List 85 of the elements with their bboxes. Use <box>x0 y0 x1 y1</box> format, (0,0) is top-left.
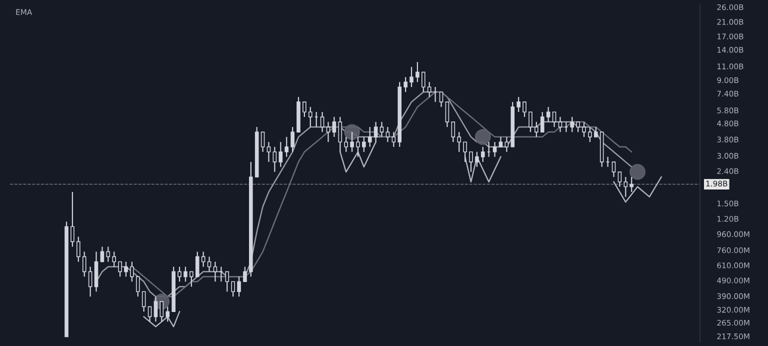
candlestick <box>386 126 390 143</box>
candlestick <box>445 101 450 128</box>
candlestick <box>570 116 574 133</box>
point <box>630 164 646 180</box>
candlestick <box>190 271 194 288</box>
candlestick <box>416 61 420 83</box>
candlestick <box>195 251 200 278</box>
candlestick <box>278 141 283 168</box>
candlestick <box>528 111 532 133</box>
candlestick <box>492 141 497 158</box>
candlestick <box>184 266 188 282</box>
candlestick <box>422 72 426 93</box>
point <box>344 124 360 140</box>
candlestick <box>624 176 628 198</box>
candlestick <box>362 136 366 152</box>
candlestick <box>332 116 336 138</box>
candlestick <box>160 301 164 322</box>
candlestick <box>154 296 158 322</box>
candlestick <box>106 246 110 262</box>
candlestick <box>124 261 128 278</box>
candlestick <box>368 126 372 148</box>
candlestick <box>118 261 122 278</box>
candlestick <box>410 66 414 88</box>
candlestick <box>451 121 456 143</box>
candlestick <box>130 261 134 282</box>
candlestick <box>522 101 526 118</box>
candlestick <box>320 111 324 133</box>
candlestick <box>469 151 473 172</box>
candlestick <box>213 261 218 282</box>
candlestick <box>552 111 556 128</box>
candlestick <box>272 146 277 172</box>
candlestick <box>284 136 288 158</box>
candlestick <box>540 111 544 133</box>
candlestick <box>225 271 230 292</box>
candlestick <box>504 136 509 152</box>
candlestick <box>112 251 116 268</box>
candlestick <box>630 176 634 193</box>
candlestick <box>392 131 396 148</box>
candlestick <box>243 266 247 282</box>
candlestick <box>594 126 598 138</box>
candlestick <box>148 306 152 322</box>
candlestick <box>475 151 479 168</box>
candlestick <box>356 136 360 158</box>
candlestick <box>76 236 80 262</box>
candlestick <box>178 266 182 282</box>
candlestick <box>558 116 562 133</box>
candlestick <box>100 246 104 262</box>
candlestick <box>582 121 586 138</box>
candlestick <box>260 131 265 152</box>
candlestick <box>439 91 444 108</box>
candlestick <box>404 76 408 93</box>
candlestick <box>70 191 74 248</box>
candlestick <box>427 81 432 98</box>
line-series <box>613 176 662 203</box>
candlestick <box>142 291 146 312</box>
candlestick <box>88 266 92 298</box>
candlestick <box>463 141 467 162</box>
candlestick <box>576 121 580 133</box>
candlestick <box>166 306 170 322</box>
candlestick <box>302 101 306 118</box>
candlestick <box>612 161 616 178</box>
candlestick <box>588 126 592 143</box>
candlestick <box>546 106 550 122</box>
candlestick <box>136 276 140 298</box>
point <box>474 128 491 145</box>
line-series <box>340 141 376 173</box>
candlestick <box>266 141 271 162</box>
candlestick <box>207 256 212 272</box>
candlestick <box>516 96 520 113</box>
candlestick <box>338 116 342 152</box>
candlestick <box>308 106 312 128</box>
candlestick <box>380 121 384 138</box>
candlestick <box>237 276 241 298</box>
candlestick <box>534 121 538 138</box>
candlestick <box>231 281 235 298</box>
candlestick <box>350 131 354 152</box>
candlestick <box>618 171 622 188</box>
candlestick <box>374 121 378 143</box>
candlestick <box>344 136 348 152</box>
candlestick <box>326 121 330 143</box>
candlestick <box>480 146 485 162</box>
candlestick <box>498 136 503 148</box>
candlestick <box>457 131 461 152</box>
candlestick <box>82 251 86 278</box>
candlestick <box>290 126 294 152</box>
